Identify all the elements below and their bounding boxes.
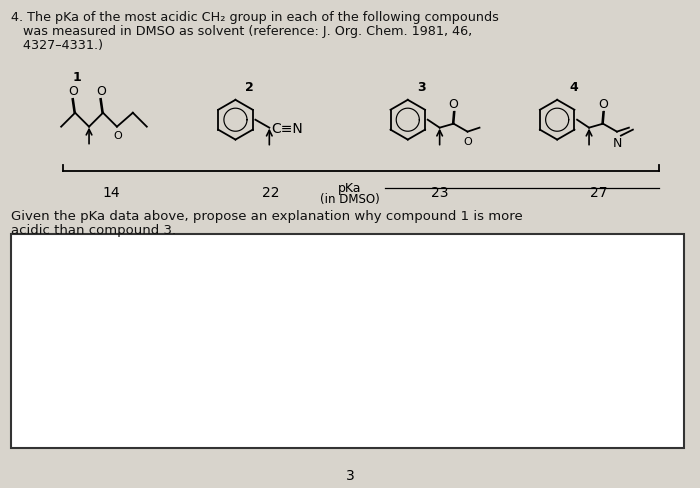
Text: 27: 27 — [590, 186, 608, 200]
Text: acidic than compound 3.: acidic than compound 3. — [11, 224, 176, 237]
Bar — [11, 235, 684, 448]
Text: N: N — [613, 136, 622, 149]
Text: O: O — [449, 98, 458, 111]
Text: 14: 14 — [102, 186, 120, 200]
Text: 4. The pKa of the most acidic CH₂ group in each of the following compounds: 4. The pKa of the most acidic CH₂ group … — [11, 11, 499, 24]
Text: pKa: pKa — [338, 182, 362, 195]
Text: (in DMSO): (in DMSO) — [320, 193, 380, 206]
Text: O: O — [113, 130, 122, 141]
Text: 22: 22 — [262, 186, 279, 200]
Text: O: O — [598, 98, 608, 111]
Text: Given the pKa data above, propose an explanation why compound 1 is more: Given the pKa data above, propose an exp… — [11, 210, 523, 223]
Text: 3: 3 — [346, 468, 354, 482]
Text: 4327–4331.): 4327–4331.) — [11, 39, 104, 52]
Text: O: O — [96, 84, 106, 98]
Text: O: O — [463, 136, 472, 146]
Text: 23: 23 — [431, 186, 449, 200]
Text: was measured in DMSO as solvent (reference: J. Org. Chem. 1981, 46,: was measured in DMSO as solvent (referen… — [11, 25, 472, 38]
Text: C≡N: C≡N — [272, 122, 303, 135]
Text: 2: 2 — [245, 81, 254, 94]
Text: O: O — [68, 84, 78, 98]
Text: 1: 1 — [73, 71, 81, 84]
Text: 4: 4 — [570, 81, 578, 94]
Text: 3: 3 — [417, 81, 426, 94]
